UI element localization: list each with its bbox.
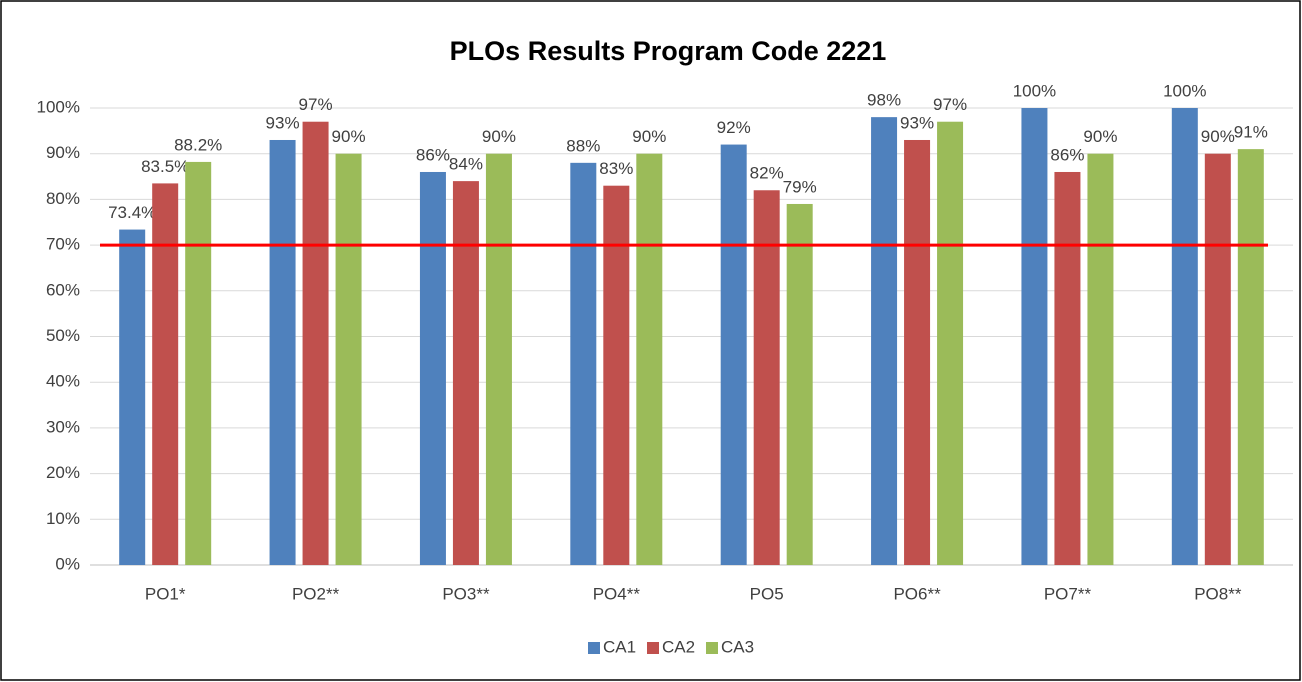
legend-swatch	[588, 642, 600, 654]
y-tick-label: 60%	[46, 280, 80, 299]
y-tick-label: 80%	[46, 189, 80, 208]
chart-title: PLOs Results Program Code 2221	[450, 36, 887, 66]
legend-swatch	[647, 642, 659, 654]
data-label: 100%	[1163, 81, 1206, 100]
bar	[485, 153, 512, 565]
data-label: 73.4%	[108, 203, 156, 222]
bar	[152, 183, 179, 565]
data-label: 97%	[299, 95, 333, 114]
bar	[937, 121, 964, 566]
bar	[452, 181, 479, 565]
legend-label: CA3	[721, 637, 754, 656]
x-tick-label: PO5	[750, 584, 784, 603]
x-tick-label: PO4**	[593, 584, 641, 603]
bar	[871, 117, 898, 565]
data-label: 90%	[632, 127, 666, 146]
y-tick-label: 20%	[46, 463, 80, 482]
bar	[1204, 153, 1231, 565]
y-tick-label: 30%	[46, 417, 80, 436]
bar	[1237, 149, 1264, 565]
y-tick-label: 10%	[46, 509, 80, 528]
bar	[1054, 171, 1081, 566]
bar	[335, 153, 362, 565]
bar	[786, 203, 813, 565]
bar	[1171, 108, 1198, 565]
data-label: 84%	[449, 155, 483, 174]
data-label: 93%	[266, 113, 300, 132]
y-tick-label: 40%	[46, 372, 80, 391]
data-label: 88.2%	[174, 135, 222, 154]
bar	[302, 121, 329, 566]
bar	[570, 162, 597, 565]
x-tick-label: PO2**	[292, 584, 340, 603]
y-tick-label: 70%	[46, 235, 80, 254]
data-label: 100%	[1013, 81, 1056, 100]
x-tick-label: PO3**	[442, 584, 490, 603]
data-label: 86%	[416, 145, 450, 164]
x-tick-label: PO7**	[1044, 584, 1092, 603]
bar	[603, 185, 630, 565]
legend-label: CA2	[662, 637, 695, 656]
y-tick-label: 0%	[55, 554, 80, 573]
y-tick-label: 90%	[46, 143, 80, 162]
x-tick-label: PO8**	[1194, 584, 1242, 603]
data-label: 90%	[1201, 127, 1235, 146]
data-label: 88%	[566, 136, 600, 155]
bar	[753, 190, 780, 565]
bar	[904, 139, 931, 566]
bar	[1021, 108, 1048, 565]
data-label: 98%	[867, 91, 901, 110]
legend-swatch	[706, 642, 718, 654]
data-label: 91%	[1234, 123, 1268, 142]
data-label: 79%	[783, 177, 817, 196]
data-label: 97%	[933, 95, 967, 114]
data-label: 90%	[332, 127, 366, 146]
y-tick-label: 100%	[37, 97, 80, 116]
data-label: 82%	[750, 164, 784, 183]
x-tick-label: PO1*	[145, 584, 186, 603]
bar	[636, 153, 663, 565]
x-tick-label: PO6**	[893, 584, 941, 603]
data-label: 83.5%	[141, 157, 189, 176]
legend-label: CA1	[603, 637, 636, 656]
bar	[419, 171, 446, 566]
data-label: 93%	[900, 113, 934, 132]
data-label: 92%	[717, 118, 751, 137]
data-label: 90%	[482, 127, 516, 146]
data-label: 90%	[1083, 127, 1117, 146]
bar	[720, 144, 747, 565]
bar	[269, 139, 296, 566]
bar	[119, 229, 146, 565]
data-label: 83%	[599, 159, 633, 178]
bar	[1087, 153, 1114, 565]
y-tick-label: 50%	[46, 326, 80, 345]
data-label: 86%	[1050, 145, 1084, 164]
bar	[185, 161, 212, 565]
